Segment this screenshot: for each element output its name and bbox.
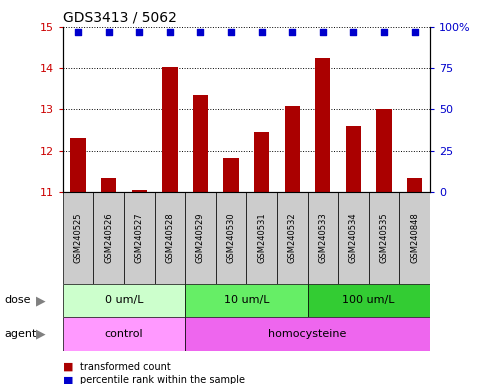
Bar xyxy=(399,192,430,284)
Bar xyxy=(162,67,177,192)
Text: GSM240848: GSM240848 xyxy=(410,213,419,263)
Bar xyxy=(308,284,430,317)
Point xyxy=(411,29,418,35)
Bar xyxy=(308,192,338,284)
Bar xyxy=(63,192,93,284)
Point xyxy=(197,29,204,35)
Bar xyxy=(216,192,246,284)
Text: GSM240535: GSM240535 xyxy=(380,213,388,263)
Text: 10 um/L: 10 um/L xyxy=(224,295,269,306)
Point xyxy=(227,29,235,35)
Text: ■: ■ xyxy=(63,362,73,372)
Point xyxy=(288,29,296,35)
Text: dose: dose xyxy=(5,295,31,306)
Bar xyxy=(254,132,270,192)
Text: GSM240533: GSM240533 xyxy=(318,213,327,263)
Bar xyxy=(407,177,422,192)
Bar xyxy=(185,192,216,284)
Text: GSM240532: GSM240532 xyxy=(288,213,297,263)
Point xyxy=(74,29,82,35)
Text: GSM240534: GSM240534 xyxy=(349,213,358,263)
Bar xyxy=(277,192,308,284)
Text: GSM240531: GSM240531 xyxy=(257,213,266,263)
Text: GSM240527: GSM240527 xyxy=(135,213,144,263)
Text: homocysteine: homocysteine xyxy=(269,329,347,339)
Text: agent: agent xyxy=(5,329,37,339)
Point xyxy=(135,29,143,35)
Point xyxy=(350,29,357,35)
Point xyxy=(258,29,266,35)
Bar xyxy=(315,58,330,192)
Point xyxy=(166,29,174,35)
Bar xyxy=(71,138,86,192)
Text: ▶: ▶ xyxy=(36,294,46,307)
Point xyxy=(105,29,113,35)
Text: control: control xyxy=(105,329,143,339)
Bar xyxy=(223,158,239,192)
Bar xyxy=(131,190,147,192)
Text: GDS3413 / 5062: GDS3413 / 5062 xyxy=(63,10,177,24)
Bar xyxy=(193,95,208,192)
Bar xyxy=(376,109,392,192)
Text: 100 um/L: 100 um/L xyxy=(342,295,395,306)
Bar xyxy=(185,284,308,317)
Bar xyxy=(369,192,399,284)
Text: percentile rank within the sample: percentile rank within the sample xyxy=(80,375,245,384)
Bar xyxy=(63,317,185,351)
Text: GSM240529: GSM240529 xyxy=(196,213,205,263)
Bar xyxy=(246,192,277,284)
Text: transformed count: transformed count xyxy=(80,362,170,372)
Bar xyxy=(185,317,430,351)
Text: GSM240526: GSM240526 xyxy=(104,213,113,263)
Text: 0 um/L: 0 um/L xyxy=(105,295,143,306)
Text: ▶: ▶ xyxy=(36,328,46,341)
Bar xyxy=(155,192,185,284)
Bar xyxy=(93,192,124,284)
Bar xyxy=(63,284,185,317)
Text: GSM240528: GSM240528 xyxy=(165,213,174,263)
Text: ■: ■ xyxy=(63,375,73,384)
Bar xyxy=(346,126,361,192)
Bar xyxy=(284,106,300,192)
Bar xyxy=(124,192,155,284)
Bar xyxy=(338,192,369,284)
Bar xyxy=(101,177,116,192)
Point xyxy=(319,29,327,35)
Text: GSM240525: GSM240525 xyxy=(73,213,83,263)
Text: GSM240530: GSM240530 xyxy=(227,213,236,263)
Point xyxy=(380,29,388,35)
